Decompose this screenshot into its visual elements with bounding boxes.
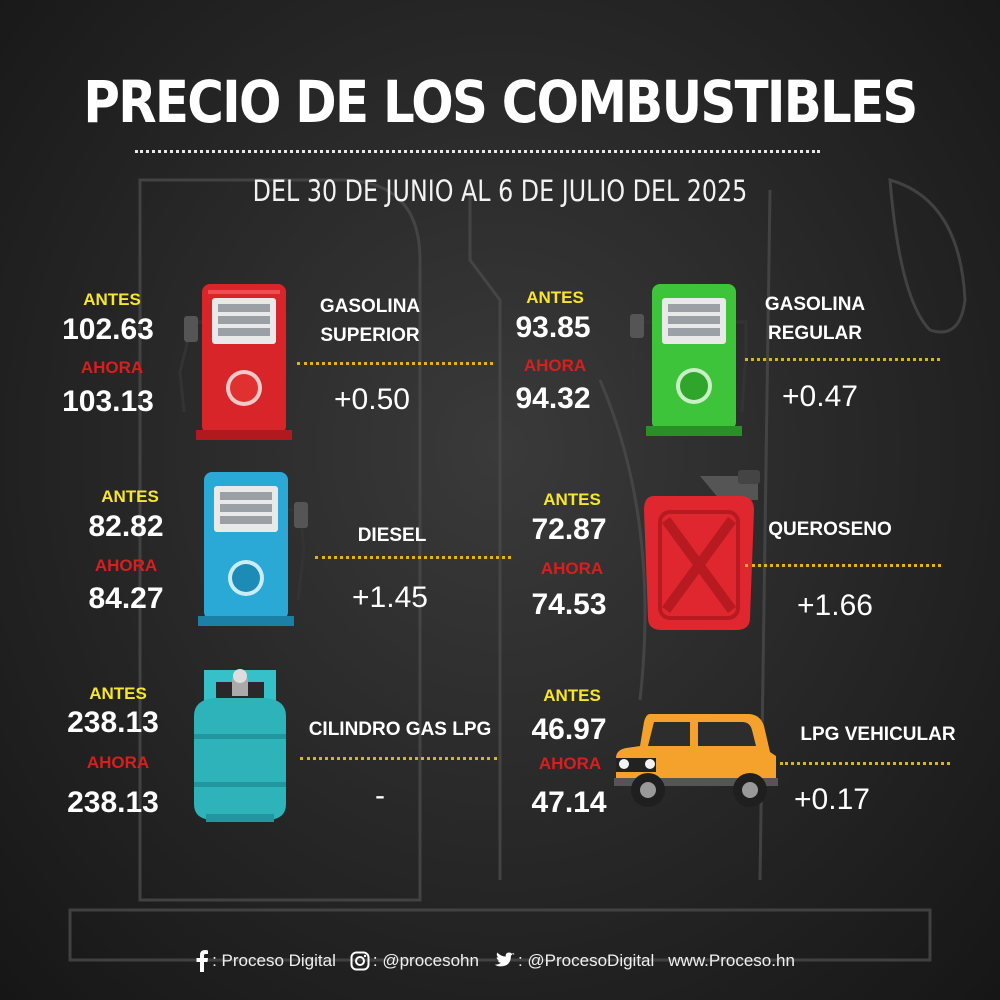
footer-twitter[interactable]: : @ProcesoDigital [493, 951, 654, 971]
regular-diff: +0.47 [782, 380, 858, 413]
antes-label: ANTES [526, 288, 584, 307]
lpg-cilindro-name: CILINDRO GAS LPG [308, 719, 492, 740]
footer-facebook[interactable]: : Proceso Digital [195, 950, 336, 972]
lpg-vehicular-antes-value: 46.97 [531, 713, 607, 746]
ahora-label: AHORA [80, 358, 144, 377]
twitter-icon [494, 952, 515, 967]
lpg-vehicular-name: LPG VEHICULAR [800, 724, 956, 745]
ahora-label: AHORA [94, 556, 158, 575]
lpg-cilindro-antes-value: 238.13 [67, 706, 159, 739]
twitter-handle: : @ProcesoDigital [517, 951, 655, 970]
lpg-vehicular-diff: +0.17 [794, 783, 870, 816]
instagram-icon [350, 951, 370, 971]
queroseno-separator [745, 564, 941, 567]
red-jerry-can-icon [644, 470, 760, 630]
green-fuel-pump-icon [630, 284, 748, 436]
diesel-ahora-value: 84.27 [88, 582, 164, 615]
regular-ahora-value: 94.32 [515, 382, 591, 415]
page-title: PRECIO DE LOS COMBUSTIBLES [83, 68, 918, 136]
superior-ahora-value: 103.13 [62, 385, 154, 418]
footer-instagram[interactable]: : @procesohn [350, 951, 479, 971]
antes-label: ANTES [89, 684, 147, 703]
queroseno-name: QUEROSENO [768, 519, 892, 540]
orange-car-icon [614, 714, 778, 807]
title-divider [135, 150, 820, 153]
queroseno-diff: +1.66 [797, 589, 873, 622]
lpg-cilindro-diff: - [375, 779, 385, 812]
queroseno-ahora-value: 74.53 [531, 588, 607, 621]
antes-label: ANTES [543, 490, 601, 509]
superior-name: GASOLINA SUPERIOR [319, 296, 421, 346]
page-subtitle: DEL 30 DE JUNIO AL 6 DE JULIO DEL 2025 [252, 174, 748, 208]
superior-diff: +0.50 [334, 383, 410, 416]
superior-antes-value: 102.63 [62, 313, 154, 346]
regular-separator [745, 358, 940, 361]
superior-separator [297, 362, 493, 365]
red-fuel-pump-icon [178, 284, 292, 440]
lpg-cilindro-ahora-value: 238.13 [67, 786, 159, 819]
ahora-label: AHORA [523, 356, 587, 375]
regular-antes-value: 93.85 [515, 311, 591, 344]
footer-website[interactable]: www.Proceso.hn [668, 951, 795, 970]
instagram-handle: : @procesohn [372, 951, 479, 970]
footer: : Proceso Digital : @procesohn : @Proces… [0, 946, 1000, 976]
diesel-antes-value: 82.82 [88, 510, 164, 543]
facebook-icon [196, 950, 209, 972]
diesel-name: DIESEL [357, 525, 427, 546]
lpg-cilindro-separator [300, 757, 497, 760]
facebook-handle: : Proceso Digital [212, 951, 336, 970]
ahora-label: AHORA [538, 754, 602, 773]
antes-label: ANTES [83, 290, 141, 309]
diesel-diff: +1.45 [352, 581, 428, 614]
ahora-label: AHORA [86, 753, 150, 772]
lpg-vehicular-ahora-value: 47.14 [531, 786, 607, 819]
antes-label: ANTES [543, 686, 601, 705]
lpg-vehicular-separator [780, 762, 950, 765]
queroseno-antes-value: 72.87 [531, 513, 607, 546]
regular-name: GASOLINA REGULAR [764, 294, 866, 344]
ahora-label: AHORA [540, 559, 604, 578]
diesel-separator [315, 556, 511, 559]
blue-fuel-pump-icon [198, 472, 308, 626]
antes-label: ANTES [101, 487, 159, 506]
gas-cylinder-icon [194, 669, 286, 822]
